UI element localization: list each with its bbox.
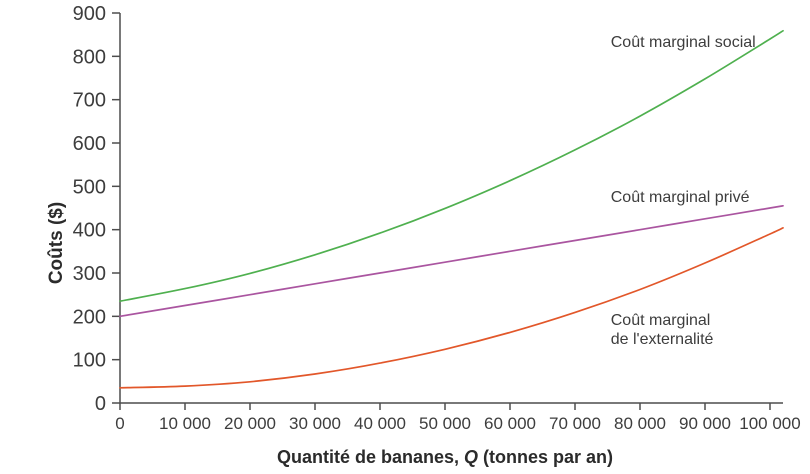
x-axis-title-variable: Q [464,447,479,467]
curve-co-t-marginal-de-l-externalit- [119,227,784,389]
y-tick-label: 400 [73,220,106,242]
x-tick-label: 60 000 [484,414,536,433]
x-tick-label: 30 000 [289,414,341,433]
y-tick-label: 200 [73,306,106,328]
x-tick-label: 0 [115,414,124,433]
x-tick-label: 10 000 [159,414,211,433]
x-axis-title-prefix: Quantité de bananes, [276,447,465,467]
y-tick-label: 900 [73,3,106,25]
x-axis-title: Quantité de bananes, Q (tonnes par an) [277,447,613,468]
curve-co-t-marginal-social [119,29,784,303]
label-cout-marginal-externalite: Coût marginal de l'externalité [610,312,714,349]
y-tick-label: 100 [73,350,106,372]
x-tick-label: 80 000 [614,414,666,433]
x-axis-title-suffix: (tonnes par an) [478,447,614,467]
x-tick-label: 90 000 [679,414,731,433]
x-tick-label: 100 000 [739,414,800,433]
label-cout-marginal-social: Coût marginal social [610,33,756,51]
y-tick-label: 0 [95,393,106,415]
x-tick-label: 50 000 [419,414,471,433]
y-axis-title: Coûts ($) [46,201,67,285]
y-tick-label: 300 [73,263,106,285]
y-tick-label: 600 [73,133,106,155]
x-tick-label: 20 000 [224,414,276,433]
curve-co-t-marginal-priv- [119,204,784,318]
y-tick-label: 500 [73,176,106,198]
x-tick-label: 40 000 [354,414,406,433]
y-tick-label: 700 [73,90,106,112]
x-tick-label: 70 000 [549,414,601,433]
label-cout-marginal-prive: Coût marginal privé [610,189,750,207]
y-tick-label: 800 [73,46,106,68]
